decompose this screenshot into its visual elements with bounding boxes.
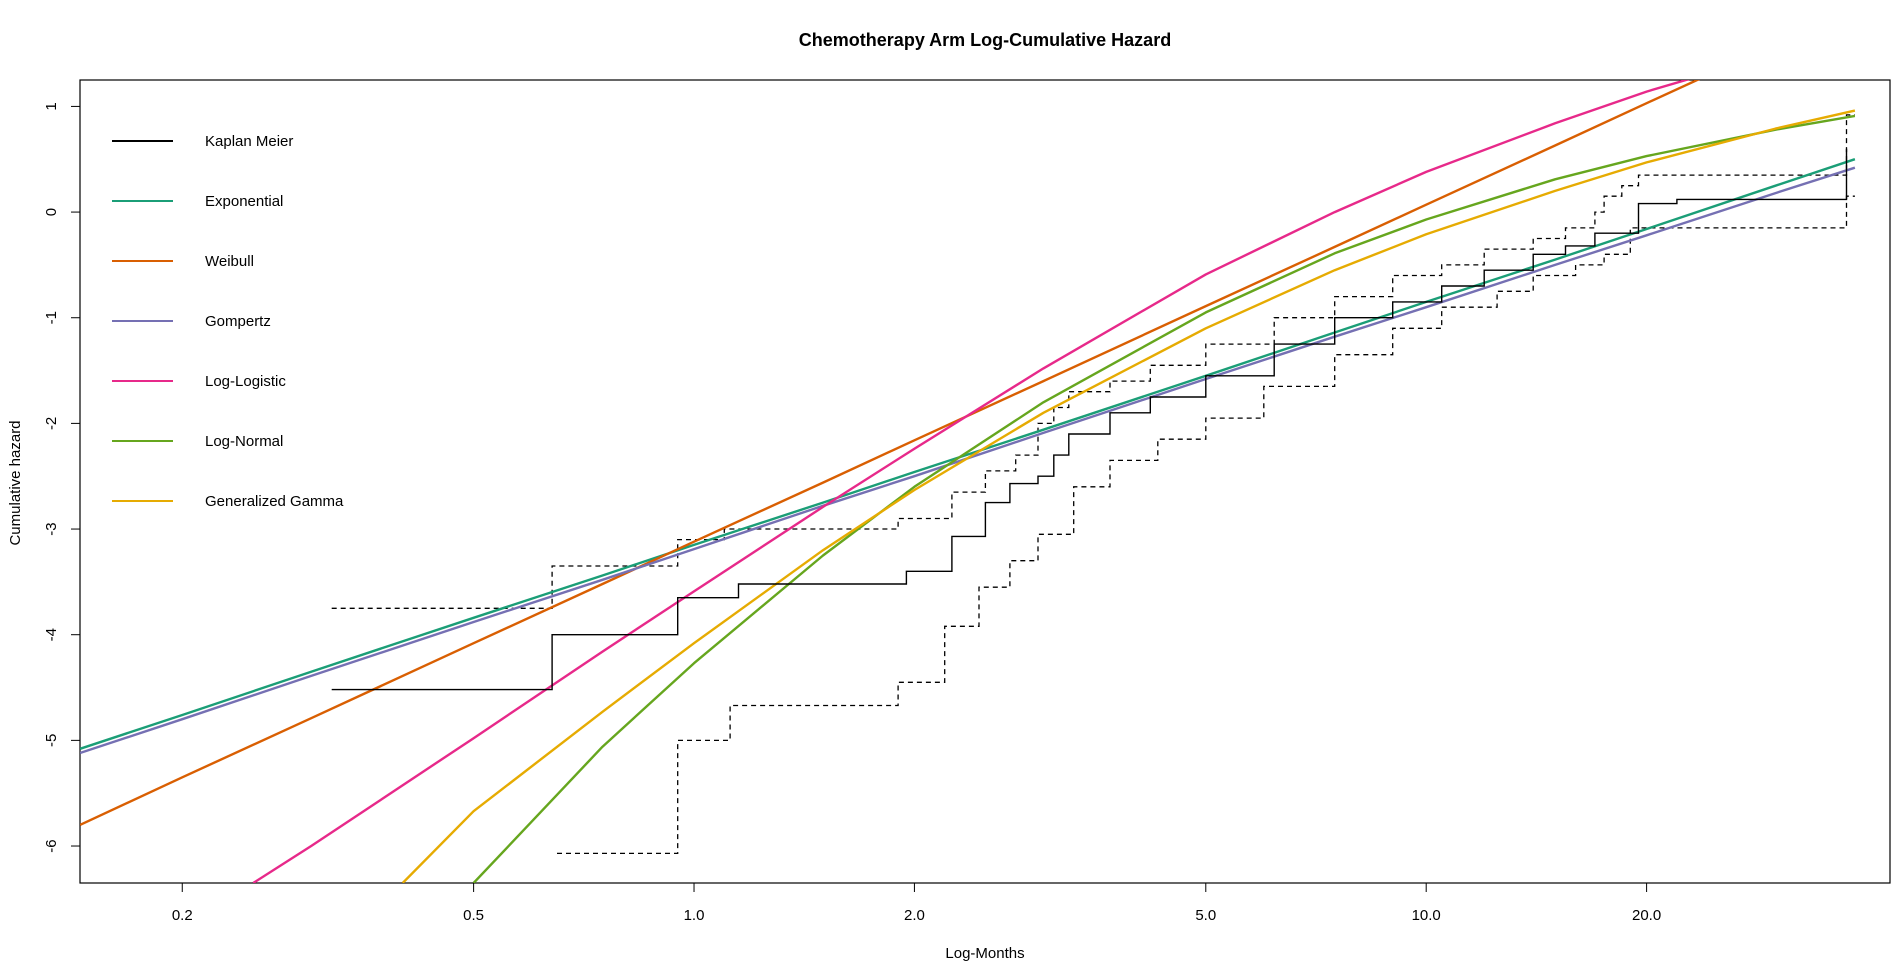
generalized-gamma-line <box>401 109 1856 883</box>
legend-label-log-logistic: Log-Logistic <box>205 373 286 390</box>
y-tick-label: -2 <box>43 417 60 430</box>
exponential-line <box>80 158 1856 750</box>
legend-label-generalized-gamma: Generalized Gamma <box>205 493 344 510</box>
legend-label-weibull: Weibull <box>205 253 254 270</box>
log-normal-line <box>472 114 1856 883</box>
km-confidence-bands <box>331 114 1855 855</box>
y-tick-label: -3 <box>43 522 60 535</box>
km-series <box>331 148 1848 691</box>
x-tick-label: 0.5 <box>463 907 484 924</box>
x-axis-label: Log-Months <box>945 945 1024 962</box>
log-logistic-line <box>252 80 1691 883</box>
weibull-line <box>80 80 1701 826</box>
x-tick-label: 0.2 <box>172 907 193 924</box>
model-series <box>80 80 1856 883</box>
y-tick-label: 1 <box>43 102 60 110</box>
x-tick-label: 5.0 <box>1195 907 1216 924</box>
y-tick-label: -1 <box>43 311 60 324</box>
y-tick-label: -5 <box>43 734 60 747</box>
kaplan-meier-line <box>331 148 1848 691</box>
x-tick-label: 2.0 <box>904 907 925 924</box>
x-tick-label: 20.0 <box>1632 907 1661 924</box>
x-axis-ticks: 0.2 0.5 1.0 2.0 5.0 10.0 20.0 <box>172 883 1661 924</box>
legend-label-exponential: Exponential <box>205 193 283 210</box>
x-tick-label: 10.0 <box>1412 907 1441 924</box>
y-tick-label: -4 <box>43 628 60 641</box>
plot-frame <box>79 79 1891 884</box>
legend-label-gompertz: Gompertz <box>205 313 271 330</box>
y-axis-label: Cumulative hazard <box>7 420 24 545</box>
y-axis-ticks: 1 0 -1 -2 -3 -4 -5 -6 <box>43 102 80 853</box>
legend: Kaplan Meier Exponential Weibull Gompertz Lo… <box>112 133 344 510</box>
x-tick-label: 1.0 <box>684 907 705 924</box>
legend-label-log-normal: Log-Normal <box>205 433 283 450</box>
chart-title: Chemotherapy Arm Log-Cumulative Hazard <box>799 30 1171 50</box>
km-upper-ci-line <box>331 114 1855 609</box>
plot-border <box>79 79 1891 884</box>
legend-label-kaplan-meier: Kaplan Meier <box>205 133 293 150</box>
gompertz-line <box>80 166 1856 755</box>
y-tick-label: -6 <box>43 839 60 852</box>
y-tick-label: 0 <box>43 208 60 216</box>
km-lower-ci-line <box>557 195 1855 855</box>
